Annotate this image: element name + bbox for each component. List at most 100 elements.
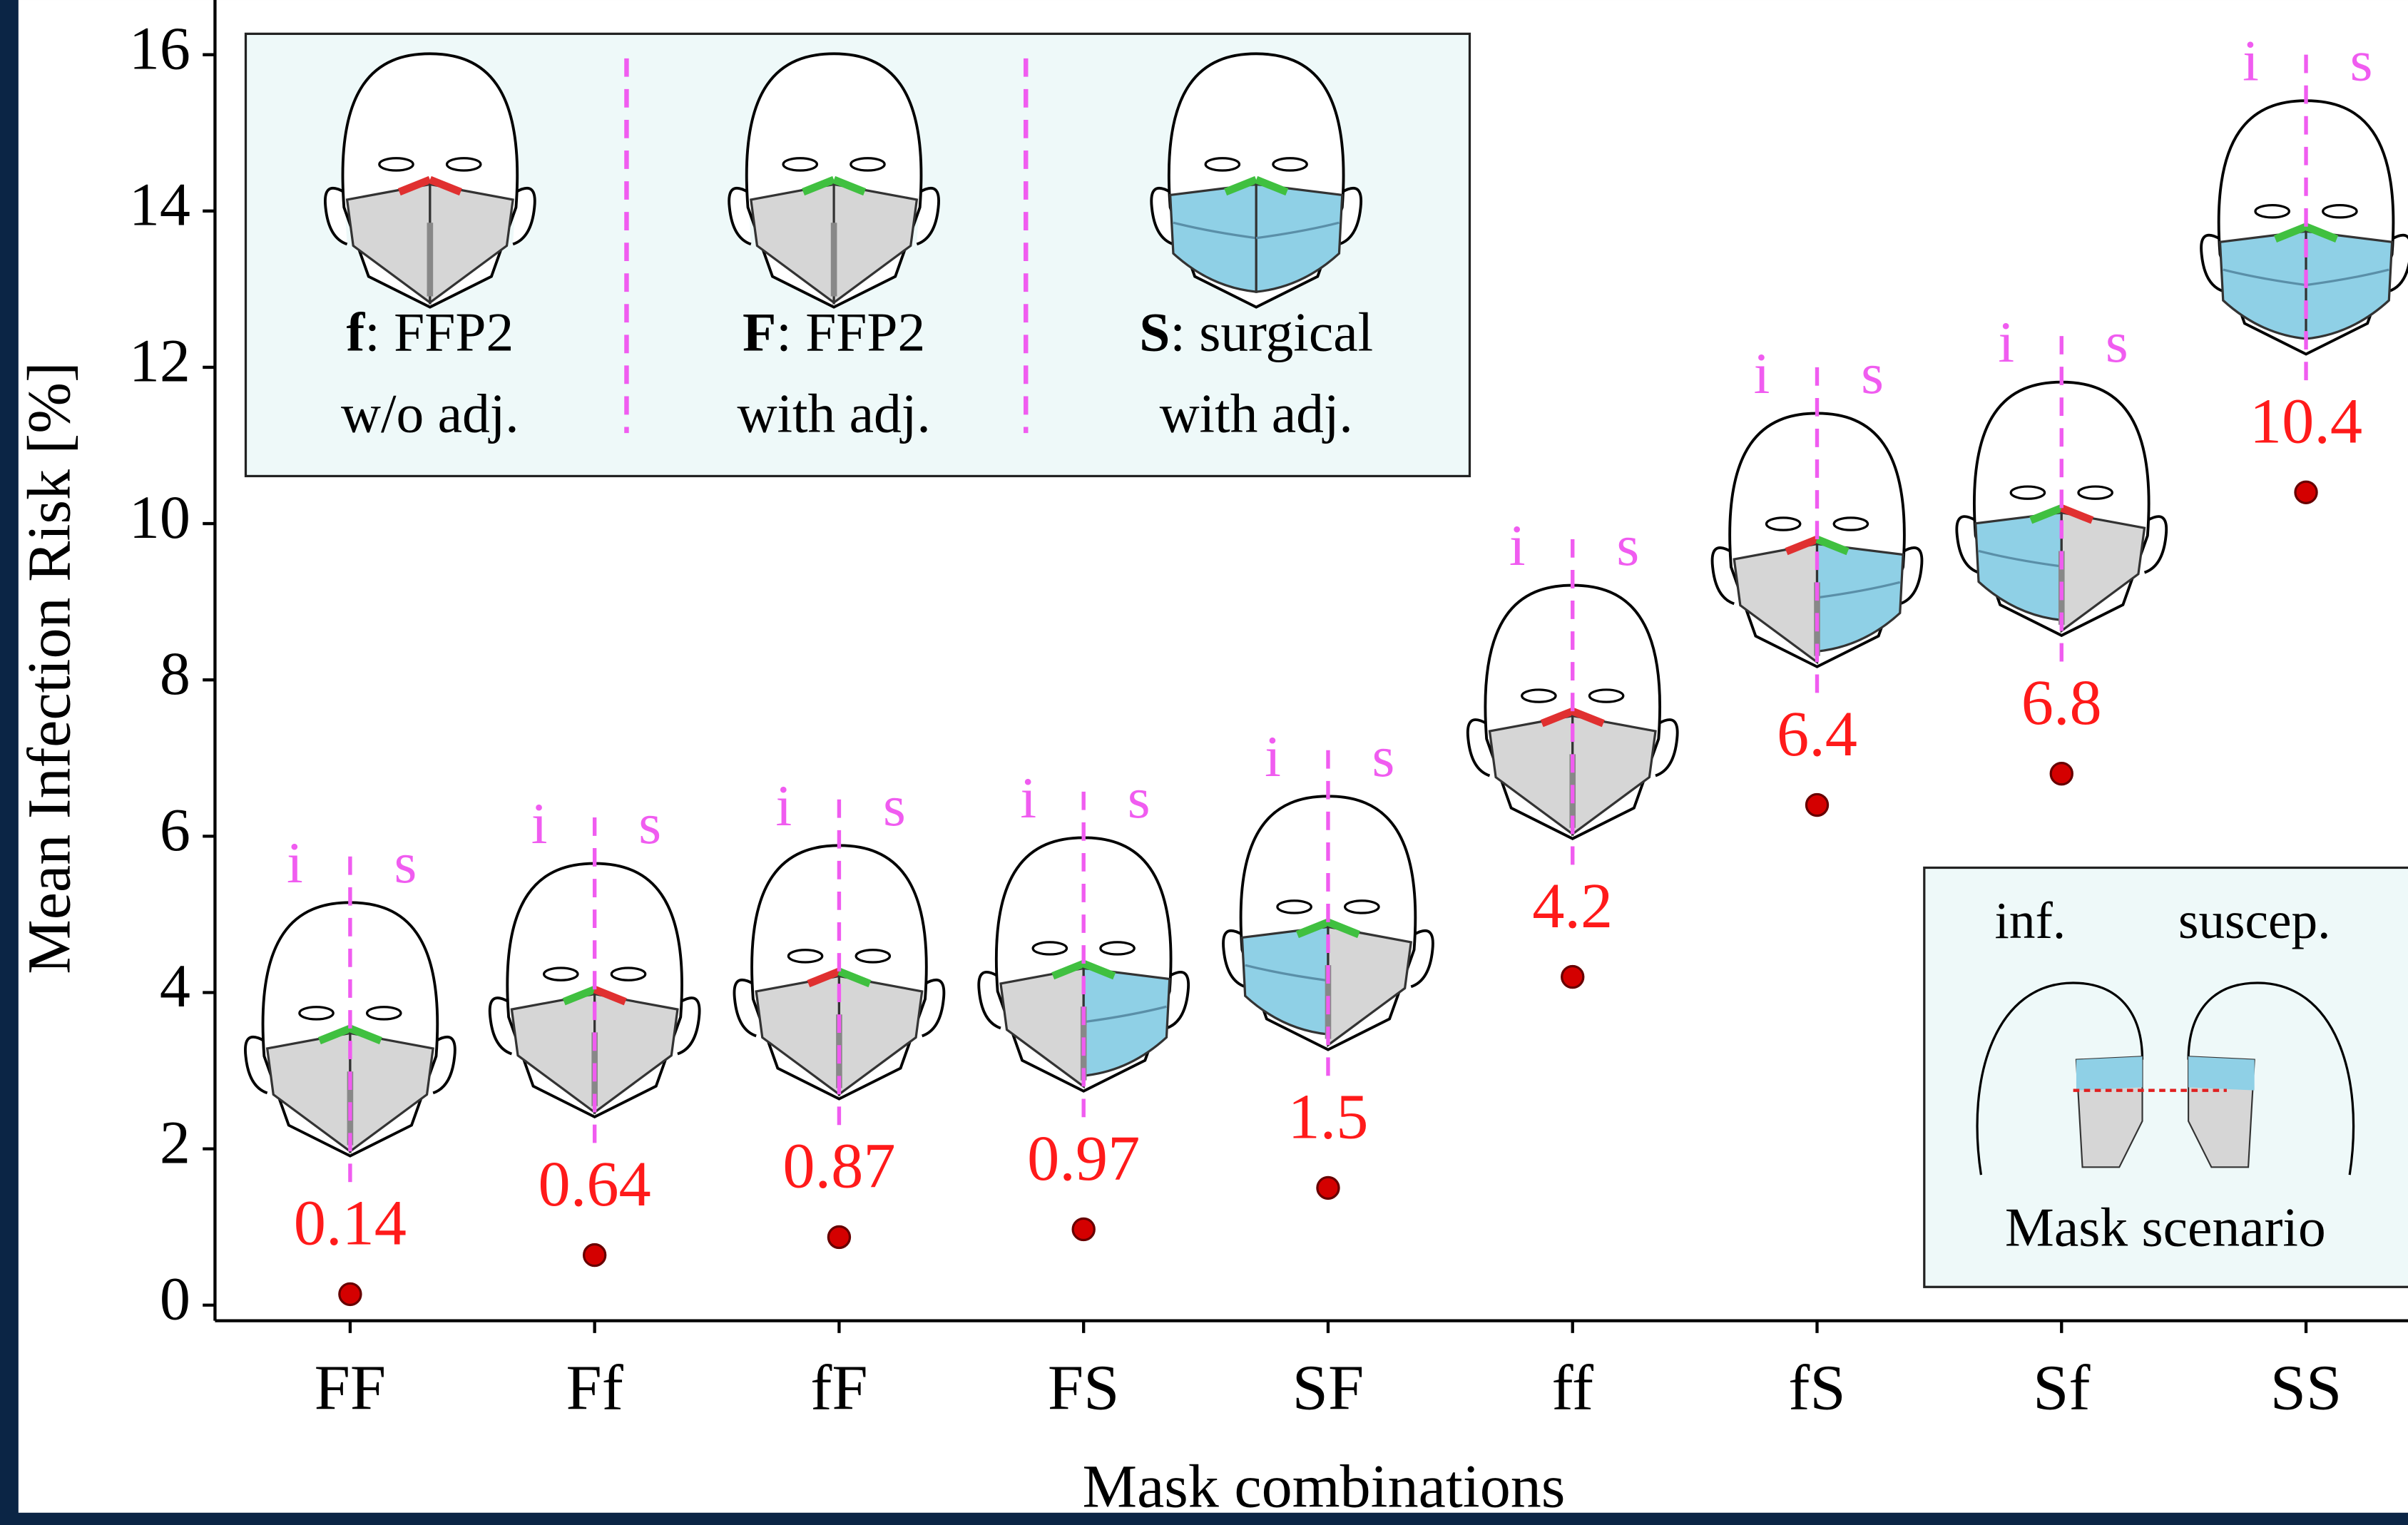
inset-title: Mask scenario xyxy=(2005,1197,2326,1258)
face xyxy=(244,856,456,1195)
inset-head-right xyxy=(2187,981,2355,1175)
role-label: s xyxy=(2350,29,2373,93)
value-label: 4.2 xyxy=(1532,869,1613,942)
mask-half xyxy=(1240,925,1330,1036)
eye xyxy=(1344,899,1380,914)
face xyxy=(728,52,940,309)
face xyxy=(488,817,701,1156)
eye xyxy=(1521,688,1557,703)
ear xyxy=(1466,718,1491,777)
nose-clip xyxy=(1571,708,1605,728)
legend-text: F: FFP2 xyxy=(743,301,925,362)
point xyxy=(1071,1217,1096,1242)
value-label: 10.4 xyxy=(2250,385,2362,457)
ear xyxy=(1655,718,1679,777)
mask-pleat xyxy=(1817,581,1901,599)
mask-pleat xyxy=(2305,268,2389,287)
eye xyxy=(378,157,414,172)
value-label: 0.64 xyxy=(539,1148,651,1220)
ear xyxy=(921,979,946,1038)
point xyxy=(338,1282,362,1307)
eye xyxy=(542,966,579,981)
face xyxy=(1150,52,1363,309)
eye xyxy=(782,157,819,172)
ear xyxy=(728,187,752,246)
nose-clip xyxy=(397,175,432,196)
value-label: 0.97 xyxy=(1027,1122,1140,1194)
nose-clip xyxy=(837,967,872,988)
face xyxy=(323,52,536,309)
legend-text: w/o adj. xyxy=(341,383,519,444)
y-axis-label: Mean Infection Risk [%] xyxy=(14,362,83,974)
nose-clip xyxy=(348,1024,382,1045)
x-tick-label: FS xyxy=(1048,1352,1120,1424)
legend-label: : FFP2 xyxy=(364,301,514,362)
role-label: s xyxy=(2106,310,2128,374)
y-tick-label: 2 xyxy=(160,1108,190,1176)
role-label: i xyxy=(2243,29,2259,93)
nose-clip xyxy=(802,175,836,196)
x-tick-label: SF xyxy=(1292,1352,1364,1424)
inset-infected-label: inf. xyxy=(1995,892,2066,949)
x-axis-label: Mask combinations xyxy=(1083,1452,1566,1521)
value-label: 0.87 xyxy=(782,1130,895,1202)
nose-clip xyxy=(2273,223,2308,243)
point xyxy=(2294,480,2318,504)
value-label: 6.8 xyxy=(2021,666,2102,738)
face xyxy=(2200,54,2408,393)
eye xyxy=(787,949,824,964)
x-tick-label: Ff xyxy=(566,1352,623,1424)
ear xyxy=(1150,187,1174,246)
x-tick-label: fF xyxy=(810,1352,867,1424)
nose-clip xyxy=(1326,918,1361,939)
legend-key: F xyxy=(743,301,776,362)
role-label: s xyxy=(638,791,661,856)
nose-clip xyxy=(2305,223,2339,243)
nose-clip xyxy=(832,175,867,196)
role-label: i xyxy=(287,830,303,895)
inset-susceptible-label: suscep. xyxy=(2178,892,2330,949)
eye xyxy=(854,949,892,964)
x-tick-label: fS xyxy=(1788,1352,1845,1424)
value-label: 6.4 xyxy=(1777,698,1857,770)
point xyxy=(2049,762,2073,786)
ear xyxy=(916,187,940,246)
legend-label: : surgical xyxy=(1170,301,1373,362)
x-tick-label: ff xyxy=(1551,1352,1593,1424)
role-label: s xyxy=(1372,724,1395,789)
eye xyxy=(1204,157,1241,172)
legend-key: f xyxy=(346,301,365,362)
nose-clip xyxy=(1051,959,1086,980)
y-tick-label: 16 xyxy=(129,14,190,82)
eye xyxy=(1099,941,1136,956)
value-label: 0.14 xyxy=(294,1187,407,1259)
nose-clip xyxy=(562,986,596,1006)
ear xyxy=(1710,546,1735,606)
inset-box xyxy=(1923,866,2408,1288)
role-label: s xyxy=(883,773,906,838)
ear xyxy=(977,971,1001,1030)
nose-clip xyxy=(593,986,627,1006)
legend-key: S xyxy=(1139,301,1170,362)
role-label: i xyxy=(1509,513,1526,578)
y-tick-label: 0 xyxy=(160,1264,190,1332)
mask-pleat xyxy=(1245,964,1329,982)
nose-clip xyxy=(1224,175,1258,196)
face xyxy=(1466,539,1679,877)
eye xyxy=(365,1006,402,1021)
eye xyxy=(850,157,886,172)
point xyxy=(1316,1175,1340,1200)
point xyxy=(582,1243,607,1268)
x-tick-label: Sf xyxy=(2033,1352,2091,1424)
eye xyxy=(1031,941,1068,956)
role-label: i xyxy=(1754,341,1770,406)
point xyxy=(827,1225,852,1250)
nose-clip xyxy=(1540,708,1574,728)
ear xyxy=(1955,515,1979,574)
eye xyxy=(1832,516,1869,531)
face xyxy=(1222,750,1434,1088)
x-tick-label: FF xyxy=(315,1352,387,1424)
